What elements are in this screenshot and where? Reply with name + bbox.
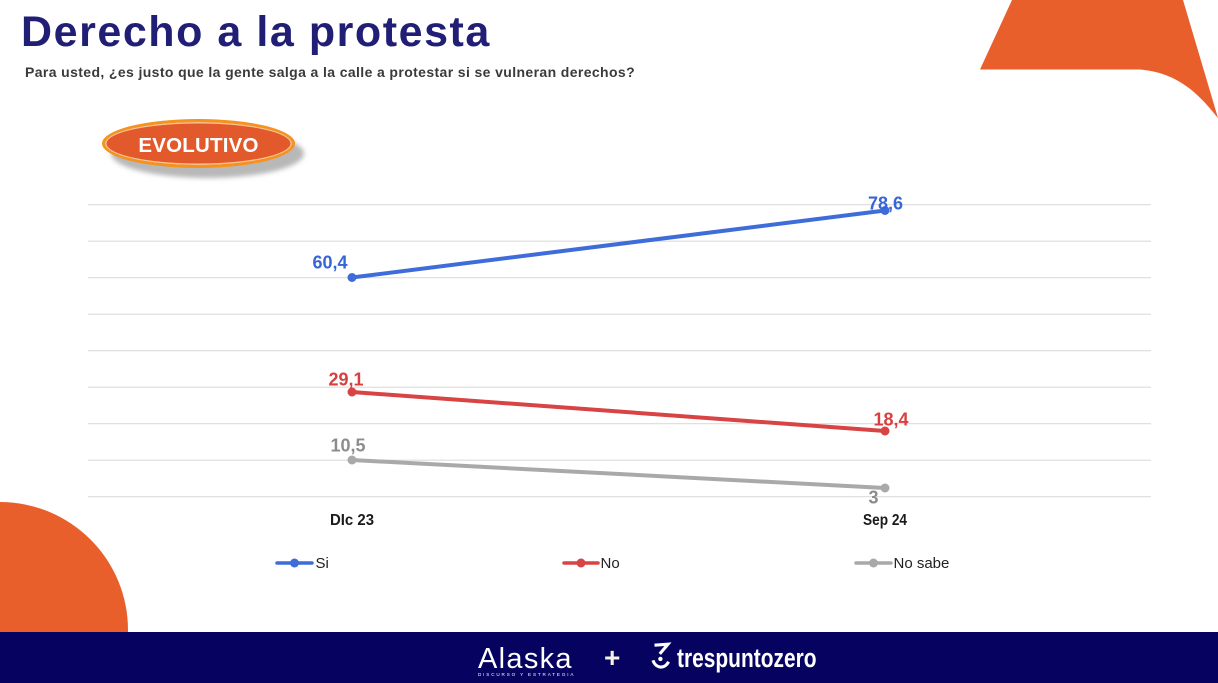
svg-text:3: 3 [868, 488, 878, 508]
svg-text:Si: Si [316, 555, 329, 572]
svg-text:10,5: 10,5 [330, 436, 365, 456]
svg-text:No sabe: No sabe [894, 555, 950, 572]
svg-text:78,6: 78,6 [868, 194, 903, 214]
svg-text:18,4: 18,4 [873, 410, 908, 430]
svg-text:Sep 24: Sep 24 [863, 512, 907, 529]
svg-text:DIc 23: DIc 23 [330, 512, 374, 529]
svg-text:No: No [601, 555, 620, 572]
svg-text:60,4: 60,4 [312, 253, 347, 273]
svg-text:29,1: 29,1 [328, 370, 363, 390]
